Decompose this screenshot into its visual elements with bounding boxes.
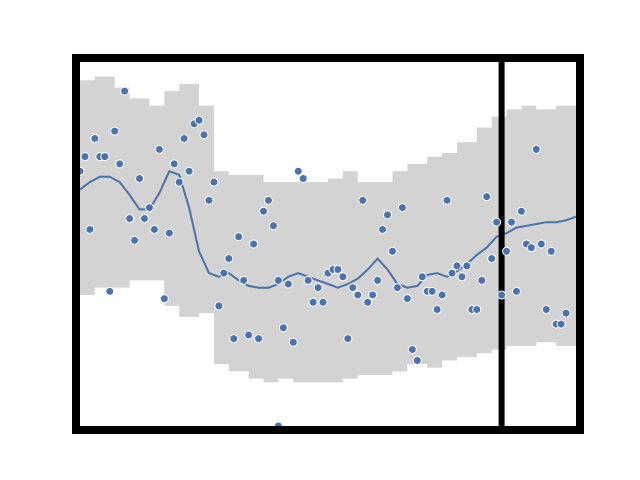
data-point <box>179 133 189 143</box>
band-area <box>80 76 576 383</box>
data-point <box>432 305 442 315</box>
data-point <box>154 144 164 154</box>
data-point <box>184 166 194 176</box>
confidence-band <box>80 76 576 383</box>
data-point <box>174 177 184 187</box>
data-point <box>507 217 517 227</box>
data-point <box>125 214 135 224</box>
data-point <box>546 246 556 256</box>
data-point <box>115 159 125 169</box>
data-point <box>442 195 452 205</box>
data-point <box>556 319 566 329</box>
data-point <box>130 235 140 245</box>
data-point <box>263 195 273 205</box>
data-point <box>511 286 521 296</box>
data-point <box>397 203 407 213</box>
trend-line <box>79 169 577 289</box>
data-point <box>204 195 214 205</box>
data-points <box>75 86 571 431</box>
data-point <box>363 297 373 307</box>
data-point <box>229 334 239 344</box>
data-point <box>457 272 467 282</box>
data-point <box>219 268 229 278</box>
data-point <box>318 297 328 307</box>
data-point <box>373 275 383 285</box>
data-point <box>407 345 417 355</box>
data-point <box>437 290 447 300</box>
data-point <box>472 305 482 315</box>
axes-frame <box>72 54 584 434</box>
data-point <box>412 355 422 365</box>
data-point <box>100 152 110 162</box>
data-point <box>135 173 145 183</box>
data-point <box>144 203 154 213</box>
data-point <box>298 173 308 183</box>
data-point <box>353 290 363 300</box>
data-point <box>417 272 427 282</box>
data-point <box>159 294 169 304</box>
data-point <box>139 214 149 224</box>
data-point <box>278 323 288 333</box>
data-point <box>487 254 497 264</box>
data-point <box>516 206 526 216</box>
data-point <box>288 337 298 347</box>
data-point <box>368 290 378 300</box>
data-point <box>526 243 536 253</box>
data-point <box>541 305 551 315</box>
data-point <box>105 286 115 296</box>
data-point <box>348 283 358 293</box>
data-point <box>561 308 571 318</box>
data-point <box>303 275 313 285</box>
data-point <box>85 224 95 234</box>
data-point <box>378 224 388 234</box>
data-point <box>383 210 393 220</box>
data-point <box>392 283 402 293</box>
data-point <box>333 264 343 274</box>
data-point <box>427 286 437 296</box>
data-point <box>358 195 368 205</box>
data-point <box>239 275 249 285</box>
data-point <box>224 254 234 264</box>
data-point <box>209 177 219 187</box>
data-point <box>214 301 224 311</box>
data-point <box>164 228 174 238</box>
data-point <box>199 130 209 140</box>
data-point <box>308 297 318 307</box>
data-point <box>293 166 303 176</box>
data-point <box>536 239 546 249</box>
data-point <box>283 279 293 289</box>
trend-line-group <box>79 169 577 289</box>
data-point <box>531 144 541 154</box>
data-point <box>313 283 323 293</box>
data-point <box>462 261 472 271</box>
data-point <box>477 275 487 285</box>
plot-frame <box>72 54 584 434</box>
data-point <box>447 268 457 278</box>
data-point <box>90 133 100 143</box>
data-point <box>194 115 204 125</box>
data-point <box>273 275 283 285</box>
data-point <box>402 294 412 304</box>
data-point <box>502 246 512 256</box>
data-point <box>338 272 348 282</box>
data-point <box>254 334 264 344</box>
data-point <box>259 206 269 216</box>
data-point <box>482 192 492 202</box>
data-point <box>497 290 507 300</box>
data-point <box>80 152 90 162</box>
data-point <box>268 221 278 231</box>
data-point <box>169 159 179 169</box>
data-point <box>110 126 120 136</box>
data-point <box>234 232 244 242</box>
data-point <box>492 217 502 227</box>
data-point <box>120 86 130 96</box>
data-point <box>452 261 462 271</box>
data-point <box>149 224 159 234</box>
data-point <box>249 239 259 249</box>
data-point <box>387 246 397 256</box>
data-point <box>343 334 353 344</box>
data-point <box>244 330 254 340</box>
